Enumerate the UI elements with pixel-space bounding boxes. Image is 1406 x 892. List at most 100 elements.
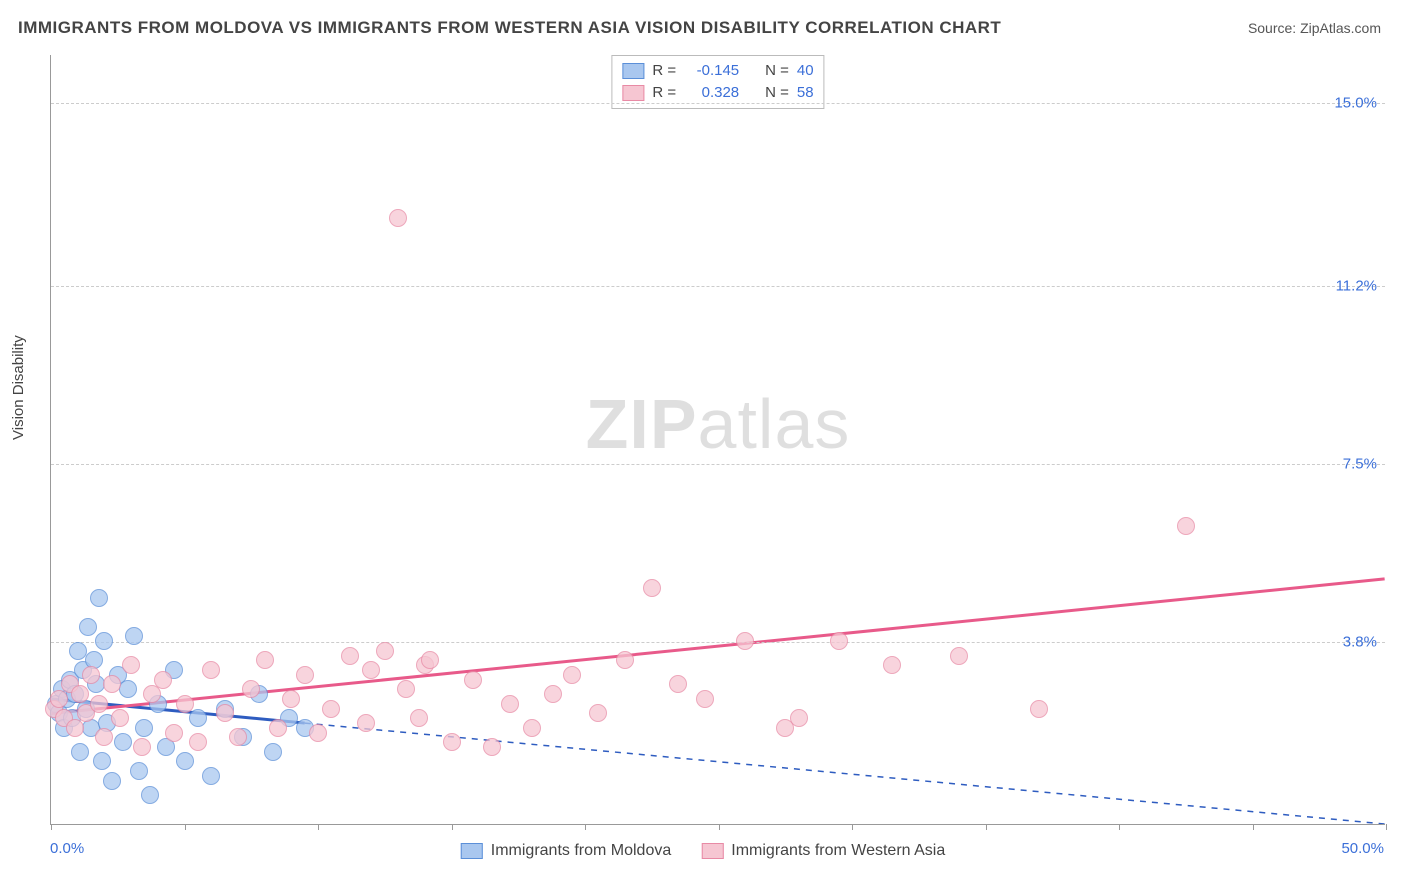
data-point-moldova [71, 743, 89, 761]
data-point-western_asia [189, 733, 207, 751]
data-point-western_asia [696, 690, 714, 708]
source-label: Source: [1248, 20, 1296, 36]
gridline [51, 286, 1385, 287]
data-point-moldova [202, 767, 220, 785]
data-point-western_asia [483, 738, 501, 756]
n-label: N = [765, 82, 789, 104]
data-point-moldova [176, 752, 194, 770]
data-point-moldova [189, 709, 207, 727]
data-point-western_asia [421, 651, 439, 669]
bottom-legend: Immigrants from Moldova Immigrants from W… [461, 842, 945, 860]
gridline [51, 103, 1385, 104]
trend-line-dashed-moldova [305, 723, 1385, 824]
data-point-western_asia [397, 680, 415, 698]
r-value: 0.328 [684, 82, 739, 104]
chart-title: IMMIGRANTS FROM MOLDOVA VS IMMIGRANTS FR… [18, 18, 1001, 38]
x-tick [452, 824, 453, 830]
data-point-western_asia [830, 632, 848, 650]
data-point-western_asia [165, 724, 183, 742]
trend-lines-layer [51, 55, 1385, 824]
source-link[interactable]: ZipAtlas.com [1300, 20, 1381, 36]
data-point-western_asia [176, 695, 194, 713]
n-value: 58 [797, 82, 814, 104]
stats-legend: R =-0.145N =40R =0.328N =58 [611, 55, 824, 109]
watermark-bold: ZIP [586, 385, 698, 463]
n-value: 40 [797, 60, 814, 82]
data-point-western_asia [544, 685, 562, 703]
x-tick [852, 824, 853, 830]
data-point-western_asia [216, 704, 234, 722]
watermark-rest: atlas [698, 385, 851, 463]
data-point-western_asia [122, 656, 140, 674]
data-point-western_asia [154, 671, 172, 689]
data-point-moldova [135, 719, 153, 737]
y-tick-label: 15.0% [1334, 95, 1377, 112]
data-point-western_asia [133, 738, 151, 756]
data-point-western_asia [357, 714, 375, 732]
data-point-western_asia [389, 209, 407, 227]
x-tick [185, 824, 186, 830]
data-point-western_asia [523, 719, 541, 737]
r-value: -0.145 [684, 60, 739, 82]
data-point-western_asia [410, 709, 428, 727]
data-point-western_asia [95, 728, 113, 746]
x-tick [585, 824, 586, 830]
plot-area: ZIPatlas R =-0.145N =40R =0.328N =58 3.8… [50, 55, 1385, 825]
data-point-western_asia [1030, 700, 1048, 718]
x-tick [986, 824, 987, 830]
data-point-western_asia [103, 675, 121, 693]
data-point-western_asia [256, 651, 274, 669]
data-point-moldova [114, 733, 132, 751]
legend-item-western_asia: Immigrants from Western Asia [701, 842, 945, 860]
x-tick [719, 824, 720, 830]
x-tick [318, 824, 319, 830]
legend-item-moldova: Immigrants from Moldova [461, 842, 672, 860]
data-point-western_asia [229, 728, 247, 746]
data-point-moldova [264, 743, 282, 761]
data-point-moldova [130, 762, 148, 780]
data-point-western_asia [322, 700, 340, 718]
data-point-western_asia [736, 632, 754, 650]
source-attribution: Source: ZipAtlas.com [1248, 20, 1381, 36]
x-tick [1386, 824, 1387, 830]
y-tick-label: 11.2% [1336, 278, 1377, 295]
data-point-western_asia [563, 666, 581, 684]
n-label: N = [765, 60, 789, 82]
data-point-western_asia [296, 666, 314, 684]
y-tick-label: 7.5% [1343, 456, 1377, 473]
data-point-moldova [69, 642, 87, 660]
data-point-western_asia [1177, 517, 1195, 535]
data-point-moldova [93, 752, 111, 770]
y-axis-label: Vision Disability [10, 335, 27, 440]
data-point-moldova [125, 627, 143, 645]
data-point-western_asia [443, 733, 461, 751]
data-point-western_asia [464, 671, 482, 689]
data-point-moldova [95, 632, 113, 650]
x-axis-min-label: 0.0% [50, 840, 84, 857]
data-point-moldova [90, 589, 108, 607]
y-tick-label: 3.8% [1343, 634, 1377, 651]
data-point-western_asia [362, 661, 380, 679]
data-point-western_asia [883, 656, 901, 674]
legend-label: Immigrants from Western Asia [731, 842, 945, 860]
data-point-western_asia [643, 579, 661, 597]
data-point-western_asia [501, 695, 519, 713]
x-tick [1119, 824, 1120, 830]
data-point-western_asia [616, 651, 634, 669]
data-point-moldova [103, 772, 121, 790]
gridline [51, 464, 1385, 465]
data-point-western_asia [242, 680, 260, 698]
data-point-western_asia [309, 724, 327, 742]
legend-swatch-moldova [461, 843, 483, 859]
data-point-western_asia [376, 642, 394, 660]
swatch-moldova [622, 63, 644, 79]
data-point-western_asia [269, 719, 287, 737]
x-axis-max-label: 50.0% [1341, 840, 1384, 857]
stats-row-moldova: R =-0.145N =40 [622, 60, 813, 82]
data-point-western_asia [90, 695, 108, 713]
legend-swatch-western_asia [701, 843, 723, 859]
swatch-western_asia [622, 85, 644, 101]
data-point-moldova [141, 786, 159, 804]
data-point-western_asia [202, 661, 220, 679]
x-tick [1253, 824, 1254, 830]
